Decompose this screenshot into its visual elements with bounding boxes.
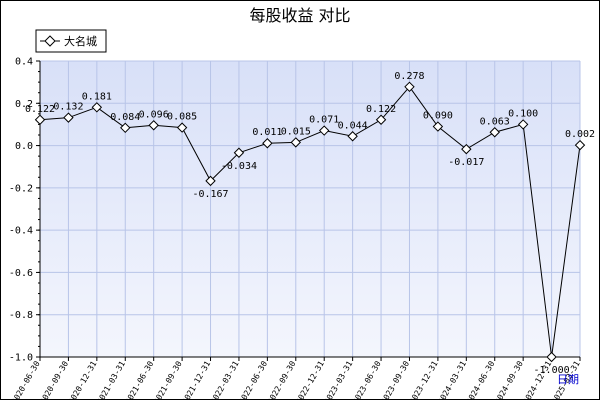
y-tick-label: -0.4 xyxy=(9,226,33,237)
data-label: 0.002 xyxy=(565,129,595,140)
data-label: -0.017 xyxy=(448,157,484,168)
data-label: 0.100 xyxy=(508,108,538,119)
data-point xyxy=(91,102,103,113)
x-tick-label: 2024-06-30 xyxy=(465,359,497,400)
data-label: 0.084 xyxy=(110,112,140,123)
legend-entry: 大名城 xyxy=(64,34,97,48)
x-tick-label: 2024-03-31 xyxy=(436,359,468,400)
data-label: 0.122 xyxy=(366,104,396,115)
axes xyxy=(36,60,581,361)
x-tick-label: 2021-09-30 xyxy=(152,359,184,400)
y-tick-label: -1.0 xyxy=(9,353,33,364)
y-axis-ticks: 0.4 0.2 0.0 -0.2 -0.4 -0.6 -0.8 -1.0 xyxy=(9,57,33,364)
legend-box xyxy=(35,29,107,53)
x-tick-label: 2023-12-31 xyxy=(408,359,440,400)
data-point xyxy=(148,120,159,131)
y-tick-label: -0.8 xyxy=(9,310,33,321)
x-tick-label: 2020-06-30 xyxy=(10,359,42,400)
x-tick-label: 2023-09-30 xyxy=(379,359,411,400)
data-label: 0.044 xyxy=(338,120,368,131)
data-labels: 0.1220.1320.1810.0840.0960.085-0.167-0.0… xyxy=(25,71,595,376)
y-tick-label: -0.6 xyxy=(9,268,33,279)
x-tick-label: 2021-06-30 xyxy=(124,359,156,400)
x-tick-label: 2024-09-30 xyxy=(493,359,525,400)
data-point xyxy=(262,138,273,149)
data-label: 0.181 xyxy=(82,91,112,102)
data-label: 0.071 xyxy=(309,115,339,126)
data-label: -0.167 xyxy=(192,189,228,200)
data-label: 0.085 xyxy=(167,112,197,123)
data-point xyxy=(319,125,330,136)
data-point xyxy=(233,147,245,158)
data-point xyxy=(574,139,586,151)
data-label: 0.015 xyxy=(281,126,311,137)
data-label: -0.034 xyxy=(221,161,257,172)
x-tick-label: 2021-12-31 xyxy=(180,359,212,400)
x-tick-label: 2020-12-31 xyxy=(67,359,99,400)
x-tick-label: 2020-09-30 xyxy=(38,359,70,400)
data-label: 0.096 xyxy=(139,109,169,120)
data-point xyxy=(120,122,131,134)
x-axis-ticks: 2020-06-302020-09-302020-12-312021-03-31… xyxy=(10,359,582,400)
chart-title: 每股收益 对比 xyxy=(249,6,350,25)
legend: 大名城 xyxy=(35,29,107,53)
data-point xyxy=(63,112,74,123)
data-label: 0.090 xyxy=(423,111,453,122)
data-label: 0.063 xyxy=(480,116,510,127)
x-tick-label: 2023-06-30 xyxy=(351,359,383,400)
data-point xyxy=(347,131,358,142)
data-label: 0.011 xyxy=(252,127,282,138)
data-label: -1.000 xyxy=(534,365,570,376)
data-point xyxy=(205,175,216,187)
data-point xyxy=(461,143,472,155)
data-label: 0.122 xyxy=(25,104,55,115)
data-point xyxy=(375,114,387,125)
legend-diamond-icon xyxy=(44,35,56,47)
data-label: 0.278 xyxy=(394,71,424,82)
data-point xyxy=(546,351,557,363)
data-point xyxy=(404,81,415,93)
series-daminngcheng xyxy=(34,81,586,363)
data-point xyxy=(176,122,188,133)
data-point xyxy=(432,121,444,132)
y-tick-label: 0.4 xyxy=(15,57,33,68)
plot-area xyxy=(40,61,580,357)
data-point xyxy=(34,114,46,125)
x-tick-label: 2022-09-30 xyxy=(266,359,298,400)
data-label: 0.132 xyxy=(53,102,83,113)
y-tick-label: 0.0 xyxy=(15,141,33,152)
x-tick-label: 2022-06-30 xyxy=(237,359,269,400)
y-tick-label: -0.2 xyxy=(9,183,33,194)
x-tick-label: 2022-12-31 xyxy=(294,359,326,400)
x-tick-label: 2022-03-31 xyxy=(209,359,241,400)
y-tick-label: 0.2 xyxy=(15,99,33,110)
x-tick-label: 2023-03-31 xyxy=(322,359,354,400)
x-axis-label: 日期 xyxy=(557,373,579,386)
data-point xyxy=(517,119,529,130)
data-point xyxy=(290,137,301,148)
x-tick-label: 2021-03-31 xyxy=(95,359,127,400)
data-point xyxy=(489,127,500,138)
